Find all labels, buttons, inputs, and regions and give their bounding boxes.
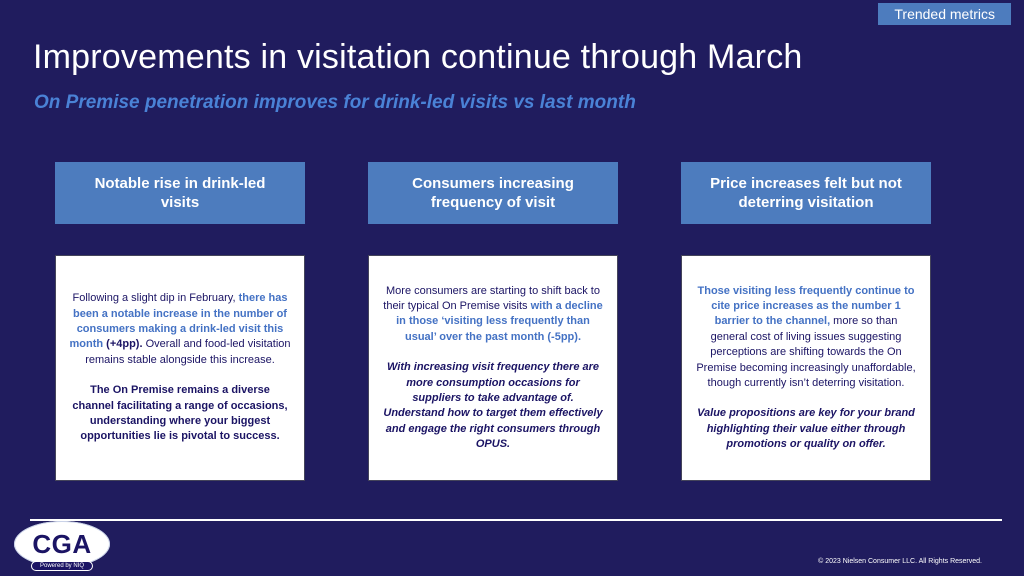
cga-logo: CGA Powered by NIQ — [14, 521, 114, 576]
footer-divider — [30, 519, 1002, 521]
card-header-price-increases: Price increases felt but not deterring v… — [681, 162, 931, 224]
card-paragraph: Those visiting less frequently continue … — [696, 284, 916, 389]
card-paragraph: Value propositions are key for your bran… — [697, 407, 915, 451]
copyright-text: © 2023 Nielsen Consumer LLC. All Rights … — [818, 558, 982, 565]
card-paragraph: Following a slight dip in February, ther… — [69, 292, 291, 366]
card-paragraph: With increasing visit frequency there ar… — [383, 361, 603, 451]
cga-logo-text: CGA — [32, 528, 92, 559]
cga-logo-ellipse: CGA — [14, 521, 110, 567]
card-header-drink-led-visits: Notable rise in drink-led visits — [55, 162, 305, 224]
slide-title: Improvements in visitation continue thro… — [33, 38, 803, 76]
card-body-price-increases: Those visiting less frequently continue … — [681, 255, 931, 481]
slide-subtitle: On Premise penetration improves for drin… — [34, 92, 636, 113]
cga-logo-powered-by-badge: Powered by NIQ — [30, 561, 94, 571]
card-body-drink-led-visits: Following a slight dip in February, ther… — [55, 255, 305, 481]
card-body-frequency-of-visit: More consumers are starting to shift bac… — [368, 255, 618, 481]
card-header-frequency-of-visit: Consumers increasing frequency of visit — [368, 162, 618, 224]
trended-metrics-badge: Trended metrics — [878, 3, 1011, 25]
card-paragraph: The On Premise remains a diverse channel… — [72, 384, 288, 443]
card-paragraph: More consumers are starting to shift bac… — [383, 284, 603, 343]
